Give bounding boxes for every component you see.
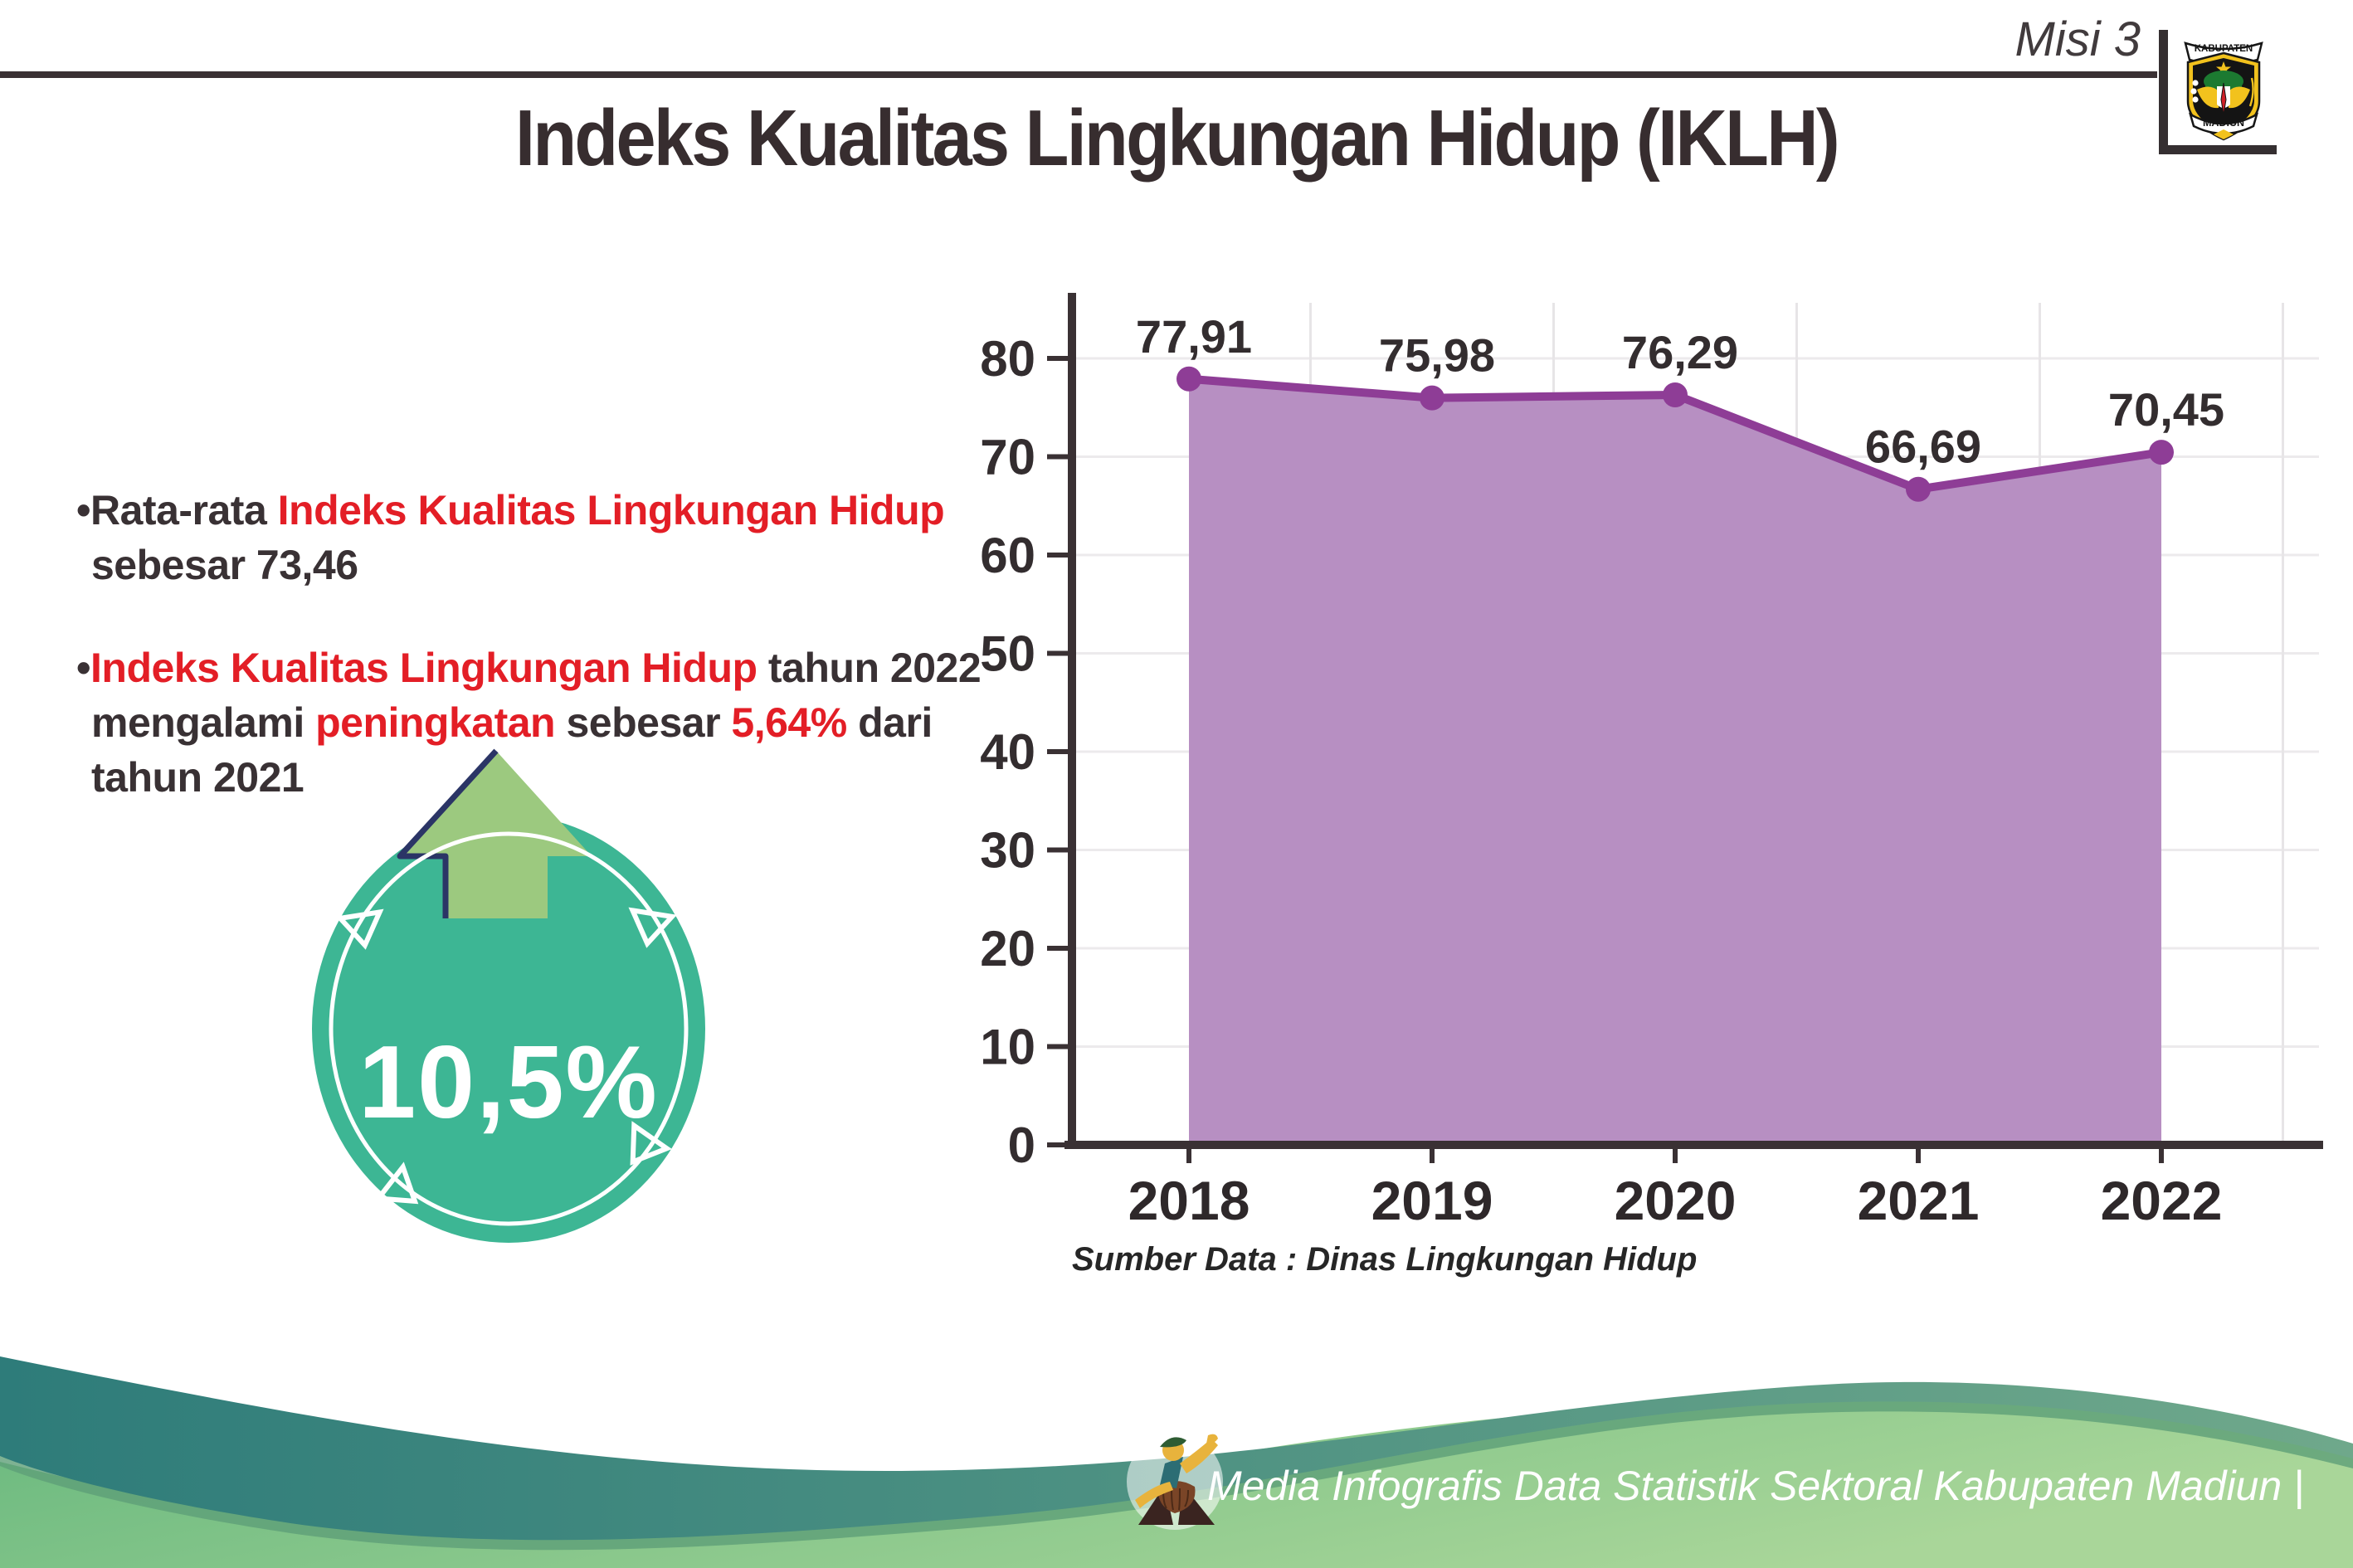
source-note: Sumber Data : Dinas Lingkungan Hidup <box>1072 1241 1698 1278</box>
badge-value: 10,5% <box>358 1025 659 1140</box>
svg-text:76,29: 76,29 <box>1622 326 1738 378</box>
svg-text:2021: 2021 <box>1858 1170 1980 1231</box>
kabupaten-madiun-logo-icon: MADIUN KABUPATEN <box>2184 41 2263 141</box>
svg-text:60: 60 <box>980 528 1035 583</box>
svg-text:2019: 2019 <box>1371 1170 1493 1231</box>
svg-text:MADIUN: MADIUN <box>2203 117 2244 129</box>
logo-corner-bracket-horizontal <box>2159 145 2277 154</box>
badge-circle <box>312 815 705 1243</box>
svg-text:2022: 2022 <box>2101 1170 2223 1231</box>
increase-badge: 10,5% <box>312 748 705 1243</box>
svg-text:10: 10 <box>980 1020 1035 1075</box>
svg-text:50: 50 <box>980 626 1035 682</box>
svg-text:KABUPATEN: KABUPATEN <box>2195 44 2253 54</box>
badge-triangle-decorations <box>335 907 677 1205</box>
svg-text:66,69: 66,69 <box>1865 421 1981 473</box>
footer-credit: Media Infografis Data Statistik Sektoral… <box>1207 1463 2305 1509</box>
misi-label: Misi 3 <box>2014 12 2141 66</box>
svg-text:0: 0 <box>1008 1118 1035 1173</box>
svg-text:70,45: 70,45 <box>2108 383 2224 436</box>
svg-text:2018: 2018 <box>1128 1170 1250 1231</box>
iklh-area-chart: 0 10 20 30 40 50 60 70 80 2018 2019 2020 2021 2022 77,… <box>980 293 2323 1231</box>
header-rule <box>0 71 2157 78</box>
svg-text:40: 40 <box>980 724 1035 780</box>
svg-text:20: 20 <box>980 921 1035 976</box>
page-title: Indeks Kualitas Lingkungan Hidup (IKLH) <box>515 94 1840 183</box>
svg-text:70: 70 <box>980 430 1035 485</box>
badge-inner-ring <box>329 831 689 1226</box>
logo-corner-bracket-vertical <box>2159 30 2168 154</box>
svg-text:75,98: 75,98 <box>1379 329 1495 382</box>
svg-text:80: 80 <box>980 331 1035 387</box>
svg-text:77,91: 77,91 <box>1136 310 1252 363</box>
bullet-average-iklh: •Rata-rata Indeks Kualitas Lingkungan Hi… <box>76 487 945 588</box>
svg-text:30: 30 <box>980 823 1035 879</box>
mascot-icon <box>1127 1434 1223 1530</box>
bullet-increase-iklh: •Indeks Kualitas Lingkungan Hidup tahun … <box>76 645 982 801</box>
svg-text:2020: 2020 <box>1615 1170 1737 1231</box>
